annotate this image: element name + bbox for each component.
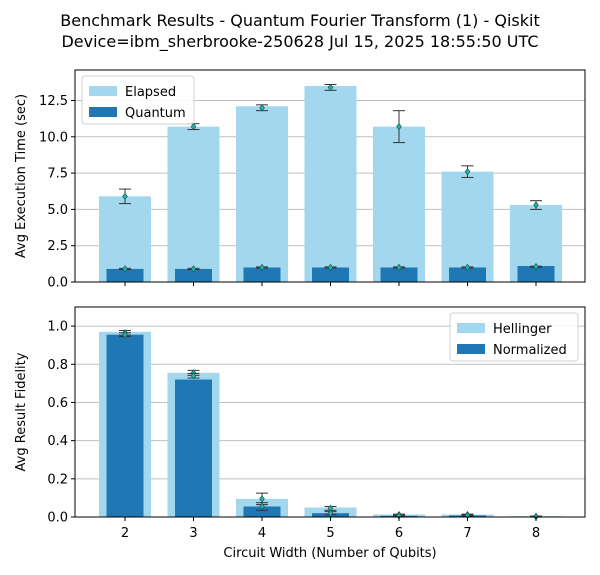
panel1-ytick-label: 12.5 — [39, 94, 68, 109]
panel2-bar-normalized-2 — [106, 334, 144, 517]
chart-title: Benchmark Results - Quantum Fourier Tran… — [0, 10, 600, 52]
panel2-xtick-label: 6 — [395, 526, 403, 541]
panel2-marker-normalized-4 — [259, 502, 265, 511]
panel1-ytick-label: 10.0 — [39, 130, 68, 145]
panel2-xlabel: Circuit Width (Number of Qubits) — [223, 546, 436, 561]
panel2-marker-hellinger-4 — [259, 495, 265, 503]
panel2-marker-normalized-5 — [327, 509, 334, 517]
panel2-ytick-label: 0.4 — [47, 434, 68, 449]
panel1-bar-quantum-5 — [312, 267, 349, 282]
panel1-bar-quantum-4 — [243, 267, 281, 282]
panel1-bar-quantum-7 — [449, 267, 486, 282]
panel2-ytick-label: 1.0 — [47, 320, 68, 335]
panel2-legend-label-hellinger: Hellinger — [493, 322, 552, 337]
panel2-xtick-label: 4 — [258, 526, 266, 541]
panel2-legend-swatch-hellinger — [457, 323, 485, 333]
panel2-marker-normalized-2 — [122, 330, 128, 339]
panel1-bar-elapsed-5 — [304, 85, 357, 283]
panel2-xtick-label: 7 — [463, 526, 471, 541]
panel1-marker-elapsed-4 — [259, 104, 265, 112]
panel1-marker-quantum-6 — [396, 263, 402, 272]
panel1-bar-quantum-2 — [106, 268, 144, 282]
panel1-marker-quantum-5 — [327, 263, 334, 272]
panel1-ytick-label: 7.5 — [47, 167, 68, 182]
panel1-legend-label-quantum: Quantum — [125, 106, 186, 121]
panel1-ytick-label: 2.5 — [47, 239, 68, 254]
chart-title-line-1: Benchmark Results - Quantum Fourier Tran… — [60, 11, 540, 30]
panel1-bar-quantum-8 — [517, 266, 555, 282]
panel2-xtick-label: 3 — [189, 526, 197, 541]
panel2-ytick-label: 0.0 — [47, 511, 68, 526]
panel1-marker-elapsed-6 — [396, 122, 402, 131]
panel1-marker-elapsed-3 — [190, 122, 197, 131]
panel1-bar-quantum-3 — [175, 268, 212, 282]
panel1-bar-quantum-6 — [380, 267, 418, 282]
panel2-ytick-label: 0.6 — [47, 396, 68, 411]
panel1-legend-swatch-quantum — [89, 107, 117, 117]
panel1-marker-elapsed-7 — [464, 167, 471, 176]
panel1-bar-elapsed-6 — [373, 126, 425, 283]
panel2-ytick-label: 0.2 — [47, 472, 68, 487]
panel1-marker-elapsed-2 — [122, 192, 128, 201]
panel1-marker-quantum-7 — [464, 263, 471, 272]
panel2-legend-label-normalized: Normalized — [493, 343, 567, 358]
panel1-marker-elapsed-8 — [533, 201, 539, 209]
panel1-marker-quantum-3 — [190, 265, 197, 273]
panel2-bar-normalized-4 — [243, 506, 281, 517]
panel2-ylabel: Avg Result Fidelity — [14, 352, 29, 471]
panel2-ytick-label: 0.8 — [47, 358, 68, 373]
panel1-ytick-label: 0.0 — [47, 276, 68, 291]
panel2-legend-swatch-normalized — [457, 344, 485, 354]
panel2-xtick-label: 8 — [532, 526, 540, 541]
panel1-legend-swatch-elapsed — [89, 86, 117, 96]
panel1-ytick-label: 5.0 — [47, 203, 68, 218]
panel1-marker-elapsed-5 — [327, 83, 334, 92]
panel1-marker-quantum-2 — [122, 265, 128, 273]
panel1-marker-quantum-8 — [533, 263, 539, 271]
panel2-xtick-label: 5 — [326, 526, 334, 541]
panel1-marker-quantum-4 — [259, 263, 265, 272]
panel1-bar-elapsed-4 — [236, 106, 288, 283]
panel2-bar-normalized-3 — [175, 379, 212, 517]
panel1-bar-elapsed-7 — [441, 171, 494, 282]
panel1-legend-label-elapsed: Elapsed — [125, 85, 176, 100]
chart-title-line-2: Device=ibm_sherbrooke-250628 Jul 15, 202… — [61, 32, 539, 51]
panel2-marker-normalized-3 — [190, 372, 197, 380]
panel2-xtick-label: 2 — [121, 526, 129, 541]
panel1-ylabel: Avg Execution Time (sec) — [14, 94, 29, 258]
panel1-bar-elapsed-3 — [167, 126, 220, 283]
